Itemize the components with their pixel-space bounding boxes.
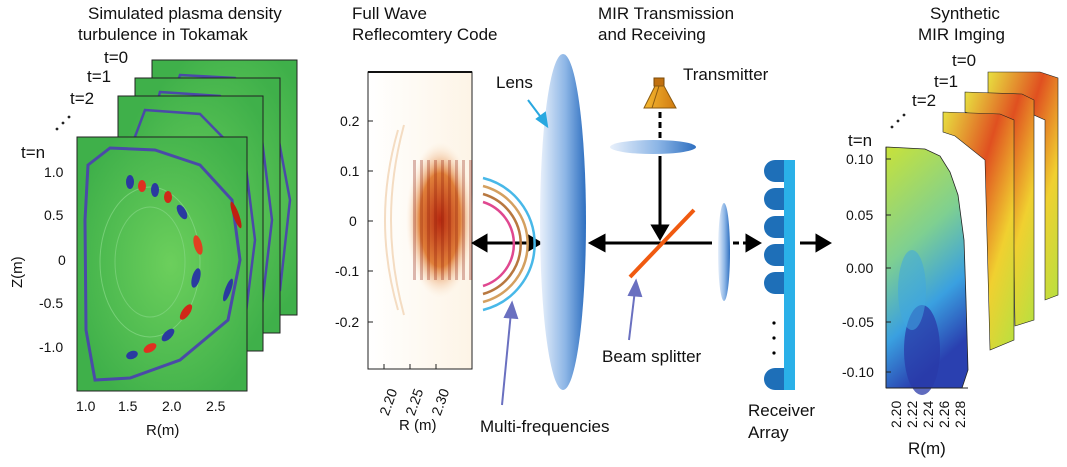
imaging-xtick: 2.24 [920, 400, 936, 428]
fullwave-plot [367, 71, 474, 370]
frame-label-t2: t=2 [70, 89, 95, 108]
plasma-ytick: -1.0 [39, 339, 64, 355]
fullwave-xlabel: R (m) [399, 417, 437, 434]
plasma-xtick: 2.5 [206, 398, 226, 414]
plasma-xtick: 1.0 [76, 398, 96, 414]
imaging-label-t0: t=0 [952, 51, 977, 70]
multi-frequency-arcs [482, 176, 536, 312]
imaging-label-t1: t=1 [934, 72, 959, 91]
transmitter-lens [610, 140, 696, 154]
imaging-xtick: 2.22 [904, 400, 920, 428]
imaging-xtick: 2.28 [952, 400, 968, 428]
fullwave-title-line1: Full Wave [352, 4, 427, 23]
wave-arrow [471, 233, 543, 253]
imaging-label-tn: t=n [848, 131, 873, 150]
mir-title-line2: and Receiving [598, 25, 706, 44]
imaging-ytick: 0.05 [846, 207, 874, 223]
receiver-to-imaging-arrow [800, 233, 832, 253]
imaging-ytick: 0.00 [846, 260, 874, 276]
imaging-label-t2: t=2 [912, 91, 937, 110]
lens-pointer-arrow [527, 99, 549, 129]
plasma-title-line2: turbulence in Tokamak [78, 25, 248, 44]
mir-frame-tn [885, 146, 969, 395]
imaging-title-line2: MIR Imging [918, 25, 1005, 44]
plasma-xtick: 2.0 [162, 398, 182, 414]
fullwave-ytick: 0 [349, 213, 357, 229]
mir-frame-ellipsis [890, 113, 906, 129]
plasma-title-line1: Simulated plasma density [88, 4, 282, 23]
mir-title-line1: MIR Transmission [598, 4, 735, 23]
receiver-label-line1: Receiver [748, 401, 816, 420]
multifreq-pointer-arrow [501, 300, 519, 406]
frame-label-t0: t=0 [104, 48, 129, 67]
lens-splitter-arrow [587, 233, 712, 253]
beam-splitter-label: Beam splitter [602, 347, 702, 366]
plasma-xlabel: R(m) [146, 422, 180, 439]
lens-label: Lens [496, 73, 533, 92]
receiver-lens [718, 203, 730, 301]
frame-ellipsis [55, 115, 71, 131]
plasma-ytick: 0 [58, 252, 66, 268]
imaging-ytick: -0.05 [842, 314, 874, 330]
plasma-ytick: 0.5 [44, 207, 64, 223]
imaging-title-line1: Synthetic [930, 4, 1000, 23]
plasma-ylabel: Z(m) [9, 256, 26, 288]
receiver-label-line2: Array [748, 423, 789, 442]
plasma-frame-tn [76, 136, 248, 392]
mir-frame-t2 [942, 111, 1015, 351]
plasma-xtick: 1.5 [118, 398, 138, 414]
fullwave-ytick: 0.2 [340, 113, 360, 129]
fullwave-ytick: 0.1 [340, 163, 360, 179]
transmitter-to-splitter-arrow [650, 156, 670, 241]
imaging-xlabel: R(m) [908, 439, 946, 458]
beam-splitter-pointer-arrow [627, 278, 643, 341]
fullwave-title-line2: Reflecomtery Code [352, 25, 498, 44]
plasma-ytick: 1.0 [44, 164, 64, 180]
frame-label-t1: t=1 [87, 67, 112, 86]
to-receiver-arrow [733, 233, 762, 253]
transmitter-horn [643, 77, 677, 109]
beam-splitter [628, 208, 696, 279]
imaging-xtick: 2.26 [936, 400, 952, 428]
fullwave-ytick: -0.2 [335, 314, 360, 330]
main-lens [540, 54, 586, 390]
frame-label-tn: t=n [21, 143, 46, 162]
plasma-ytick: -0.5 [39, 295, 64, 311]
imaging-ytick: 0.10 [846, 151, 874, 167]
multifreq-label: Multi-frequencies [480, 417, 610, 436]
receiver-array [764, 160, 795, 390]
imaging-ytick: -0.10 [842, 364, 874, 380]
fullwave-ytick: -0.1 [335, 263, 360, 279]
imaging-xtick: 2.20 [888, 400, 904, 428]
transmitter-label: Transmitter [683, 65, 769, 84]
